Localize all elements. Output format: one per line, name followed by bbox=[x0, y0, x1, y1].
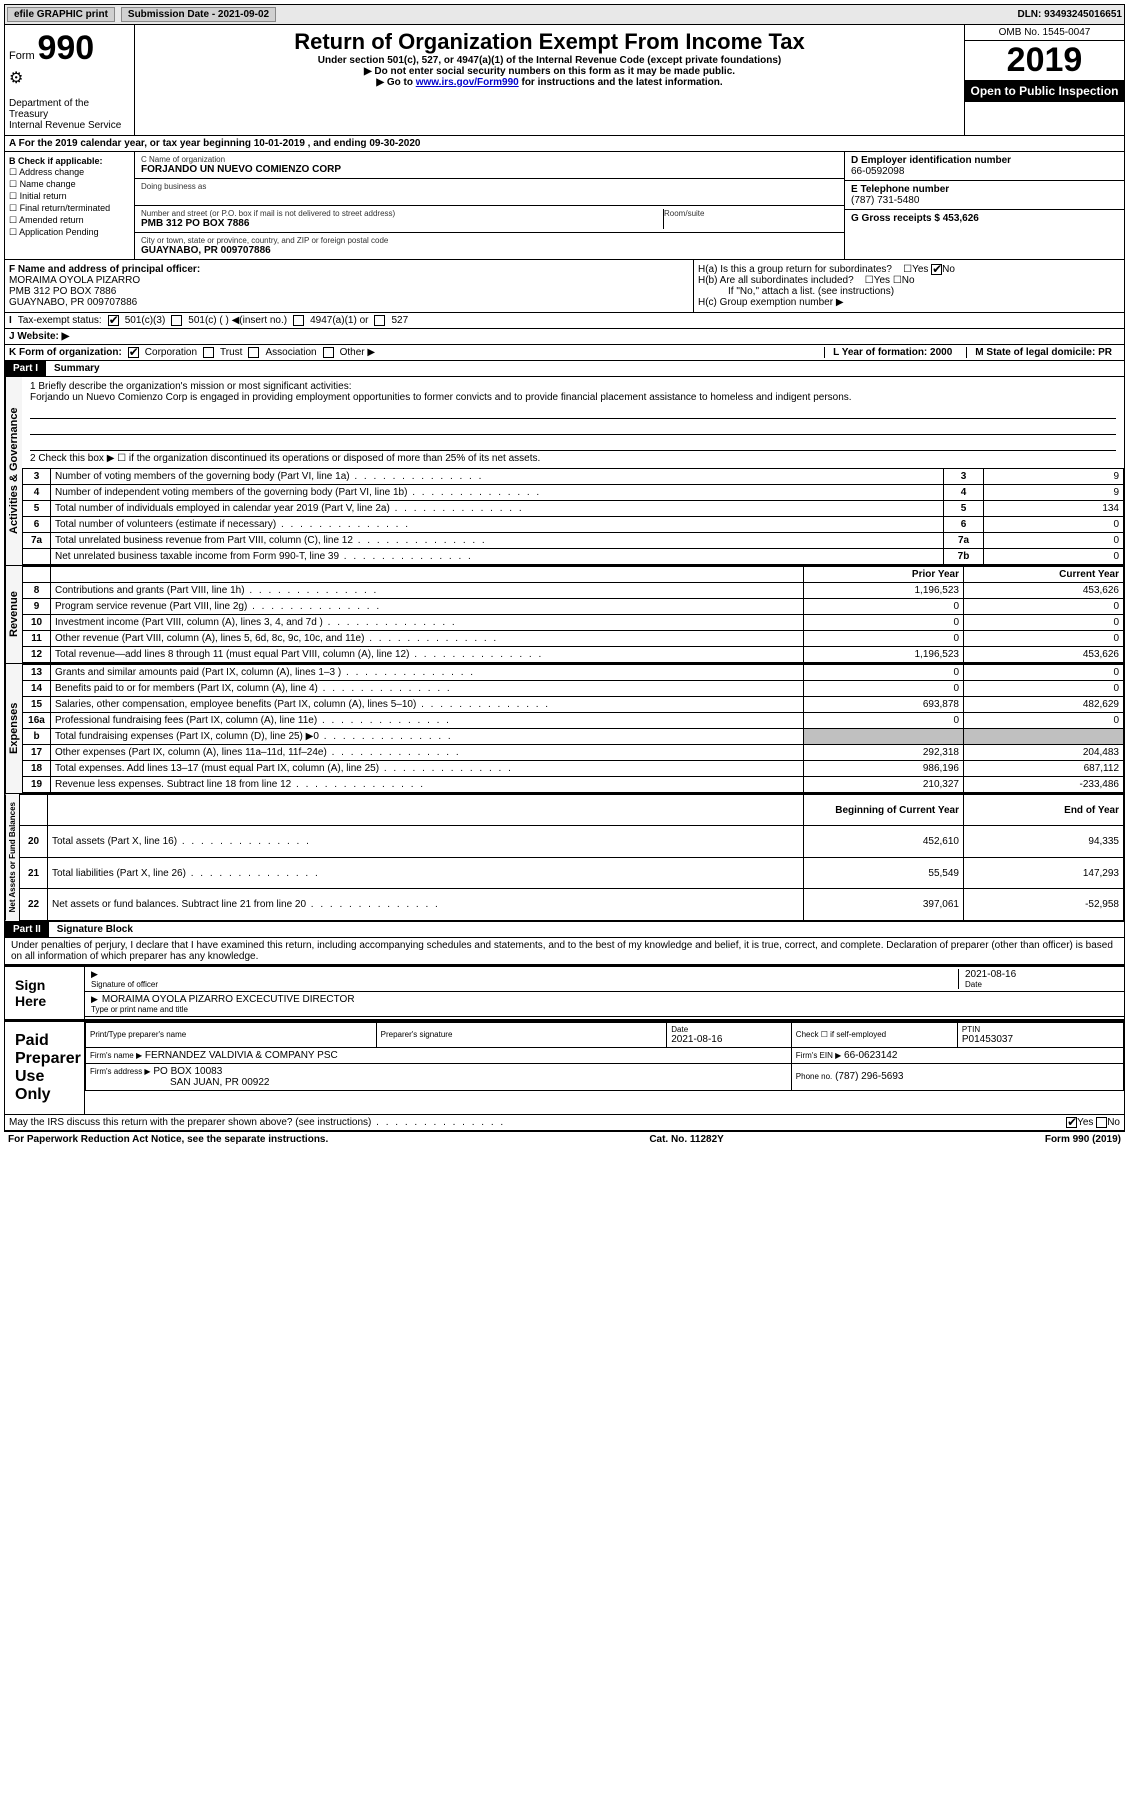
gov-table: 3Number of voting members of the governi… bbox=[22, 468, 1124, 565]
top-bar: efile GRAPHIC print Submission Date - 20… bbox=[4, 4, 1125, 25]
cb-amended[interactable]: ☐ Amended return bbox=[9, 215, 130, 226]
form-header: Form 990 ⚙ Department of the Treasury In… bbox=[4, 25, 1125, 136]
side-rev: Revenue bbox=[5, 566, 22, 663]
info-grid: B Check if applicable: ☐ Address change … bbox=[4, 152, 1125, 260]
open-public: Open to Public Inspection bbox=[965, 80, 1124, 102]
part1-body: Activities & Governance 1 Briefly descri… bbox=[4, 377, 1125, 566]
officer-name-title: MORAIMA OYOLA PIZARRO EXCECUTIVE DIRECTO… bbox=[91, 994, 1118, 1005]
form-number: 990 bbox=[37, 29, 94, 67]
subtitle-1: Under section 501(c), 527, or 4947(a)(1)… bbox=[139, 55, 960, 66]
col-c: C Name of organization FORJANDO UN NUEVO… bbox=[135, 152, 844, 259]
org-name: FORJANDO UN NUEVO COMIENZO CORP bbox=[141, 164, 838, 175]
firm-name: FERNANDEZ VALDIVIA & COMPANY PSC bbox=[145, 1050, 338, 1061]
subtitle-3: ▶ Go to www.irs.gov/Form990 for instruct… bbox=[139, 77, 960, 88]
street: PMB 312 PO BOX 7886 bbox=[141, 218, 663, 229]
discuss-no[interactable] bbox=[1096, 1117, 1107, 1128]
mission: Forjando un Nuevo Comienzo Corp is engag… bbox=[30, 392, 1116, 403]
side-net: Net Assets or Fund Balances bbox=[5, 794, 19, 920]
cb-name[interactable]: ☐ Name change bbox=[9, 179, 130, 190]
dln: DLN: 93493245016651 bbox=[1017, 9, 1122, 20]
phone: (787) 731-5480 bbox=[851, 195, 1118, 206]
part2-header: Part II Signature Block bbox=[4, 922, 1125, 938]
cb-corp[interactable] bbox=[128, 347, 139, 358]
officer-name: MORAIMA OYOLA PIZARRO bbox=[9, 275, 140, 286]
efile-btn[interactable]: efile GRAPHIC print bbox=[7, 7, 115, 22]
subtitle-2: ▶ Do not enter social security numbers o… bbox=[139, 66, 960, 77]
firm-ein: 66-0623142 bbox=[844, 1050, 897, 1061]
sig-date: 2021-08-16 bbox=[965, 969, 1118, 980]
city: GUAYNABO, PR 009707886 bbox=[141, 245, 838, 256]
cb-501c3[interactable] bbox=[108, 315, 119, 326]
form-title: Return of Organization Exempt From Incom… bbox=[139, 29, 960, 55]
row-klm: K Form of organization: Corporation Trus… bbox=[4, 345, 1125, 361]
year-formation: L Year of formation: 2000 bbox=[833, 347, 952, 358]
discuss-yes[interactable] bbox=[1066, 1117, 1077, 1128]
ha-no[interactable] bbox=[931, 264, 942, 275]
cb-pending[interactable]: ☐ Application Pending bbox=[9, 227, 130, 238]
col-d: D Employer identification number 66-0592… bbox=[844, 152, 1124, 259]
side-exp: Expenses bbox=[5, 664, 22, 793]
submission-btn[interactable]: Submission Date - 2021-09-02 bbox=[121, 7, 276, 22]
sign-here-block: Sign Here Signature of officer 2021-08-1… bbox=[4, 965, 1125, 1020]
cb-4947[interactable] bbox=[293, 315, 304, 326]
cb-501c[interactable] bbox=[171, 315, 182, 326]
side-gov: Activities & Governance bbox=[5, 377, 22, 565]
form-word: Form bbox=[9, 50, 35, 62]
dept: Department of the Treasury bbox=[9, 98, 130, 120]
cb-other[interactable] bbox=[323, 347, 334, 358]
firm-phone: (787) 296-5693 bbox=[835, 1071, 903, 1082]
rev-table: Prior YearCurrent Year8Contributions and… bbox=[22, 566, 1124, 663]
cb-527[interactable] bbox=[374, 315, 385, 326]
state-domicile: M State of legal domicile: PR bbox=[975, 347, 1112, 358]
cb-trust[interactable] bbox=[203, 347, 214, 358]
row-fh: F Name and address of principal officer:… bbox=[4, 260, 1125, 313]
irs: Internal Revenue Service bbox=[9, 120, 130, 131]
discuss-row: May the IRS discuss this return with the… bbox=[4, 1115, 1125, 1131]
cb-initial[interactable]: ☐ Initial return bbox=[9, 191, 130, 202]
part1-header: Part I Summary bbox=[4, 361, 1125, 377]
cb-final[interactable]: ☐ Final return/terminated bbox=[9, 203, 130, 214]
col-b: B Check if applicable: ☐ Address change … bbox=[5, 152, 135, 259]
irs-link[interactable]: www.irs.gov/Form990 bbox=[416, 77, 519, 88]
paid-preparer-block: Paid Preparer Use Only Print/Type prepar… bbox=[4, 1020, 1125, 1115]
row-a: A For the 2019 calendar year, or tax yea… bbox=[4, 136, 1125, 152]
ein: 66-0592098 bbox=[851, 166, 1118, 177]
row-j: J Website: ▶ bbox=[4, 329, 1125, 345]
cb-assoc[interactable] bbox=[248, 347, 259, 358]
net-table: Beginning of Current YearEnd of Year20To… bbox=[19, 794, 1124, 920]
ptin: P01453037 bbox=[962, 1034, 1119, 1045]
exp-table: 13Grants and similar amounts paid (Part … bbox=[22, 664, 1124, 793]
declaration: Under penalties of perjury, I declare th… bbox=[4, 938, 1125, 965]
row-i: ITax-exempt status: 501(c)(3) 501(c) ( )… bbox=[4, 313, 1125, 329]
gross: G Gross receipts $ 453,626 bbox=[851, 213, 979, 224]
tax-year: 2019 bbox=[965, 41, 1124, 80]
cb-address[interactable]: ☐ Address change bbox=[9, 167, 130, 178]
omb: OMB No. 1545-0047 bbox=[965, 25, 1124, 41]
footer: For Paperwork Reduction Act Notice, see … bbox=[4, 1131, 1125, 1147]
